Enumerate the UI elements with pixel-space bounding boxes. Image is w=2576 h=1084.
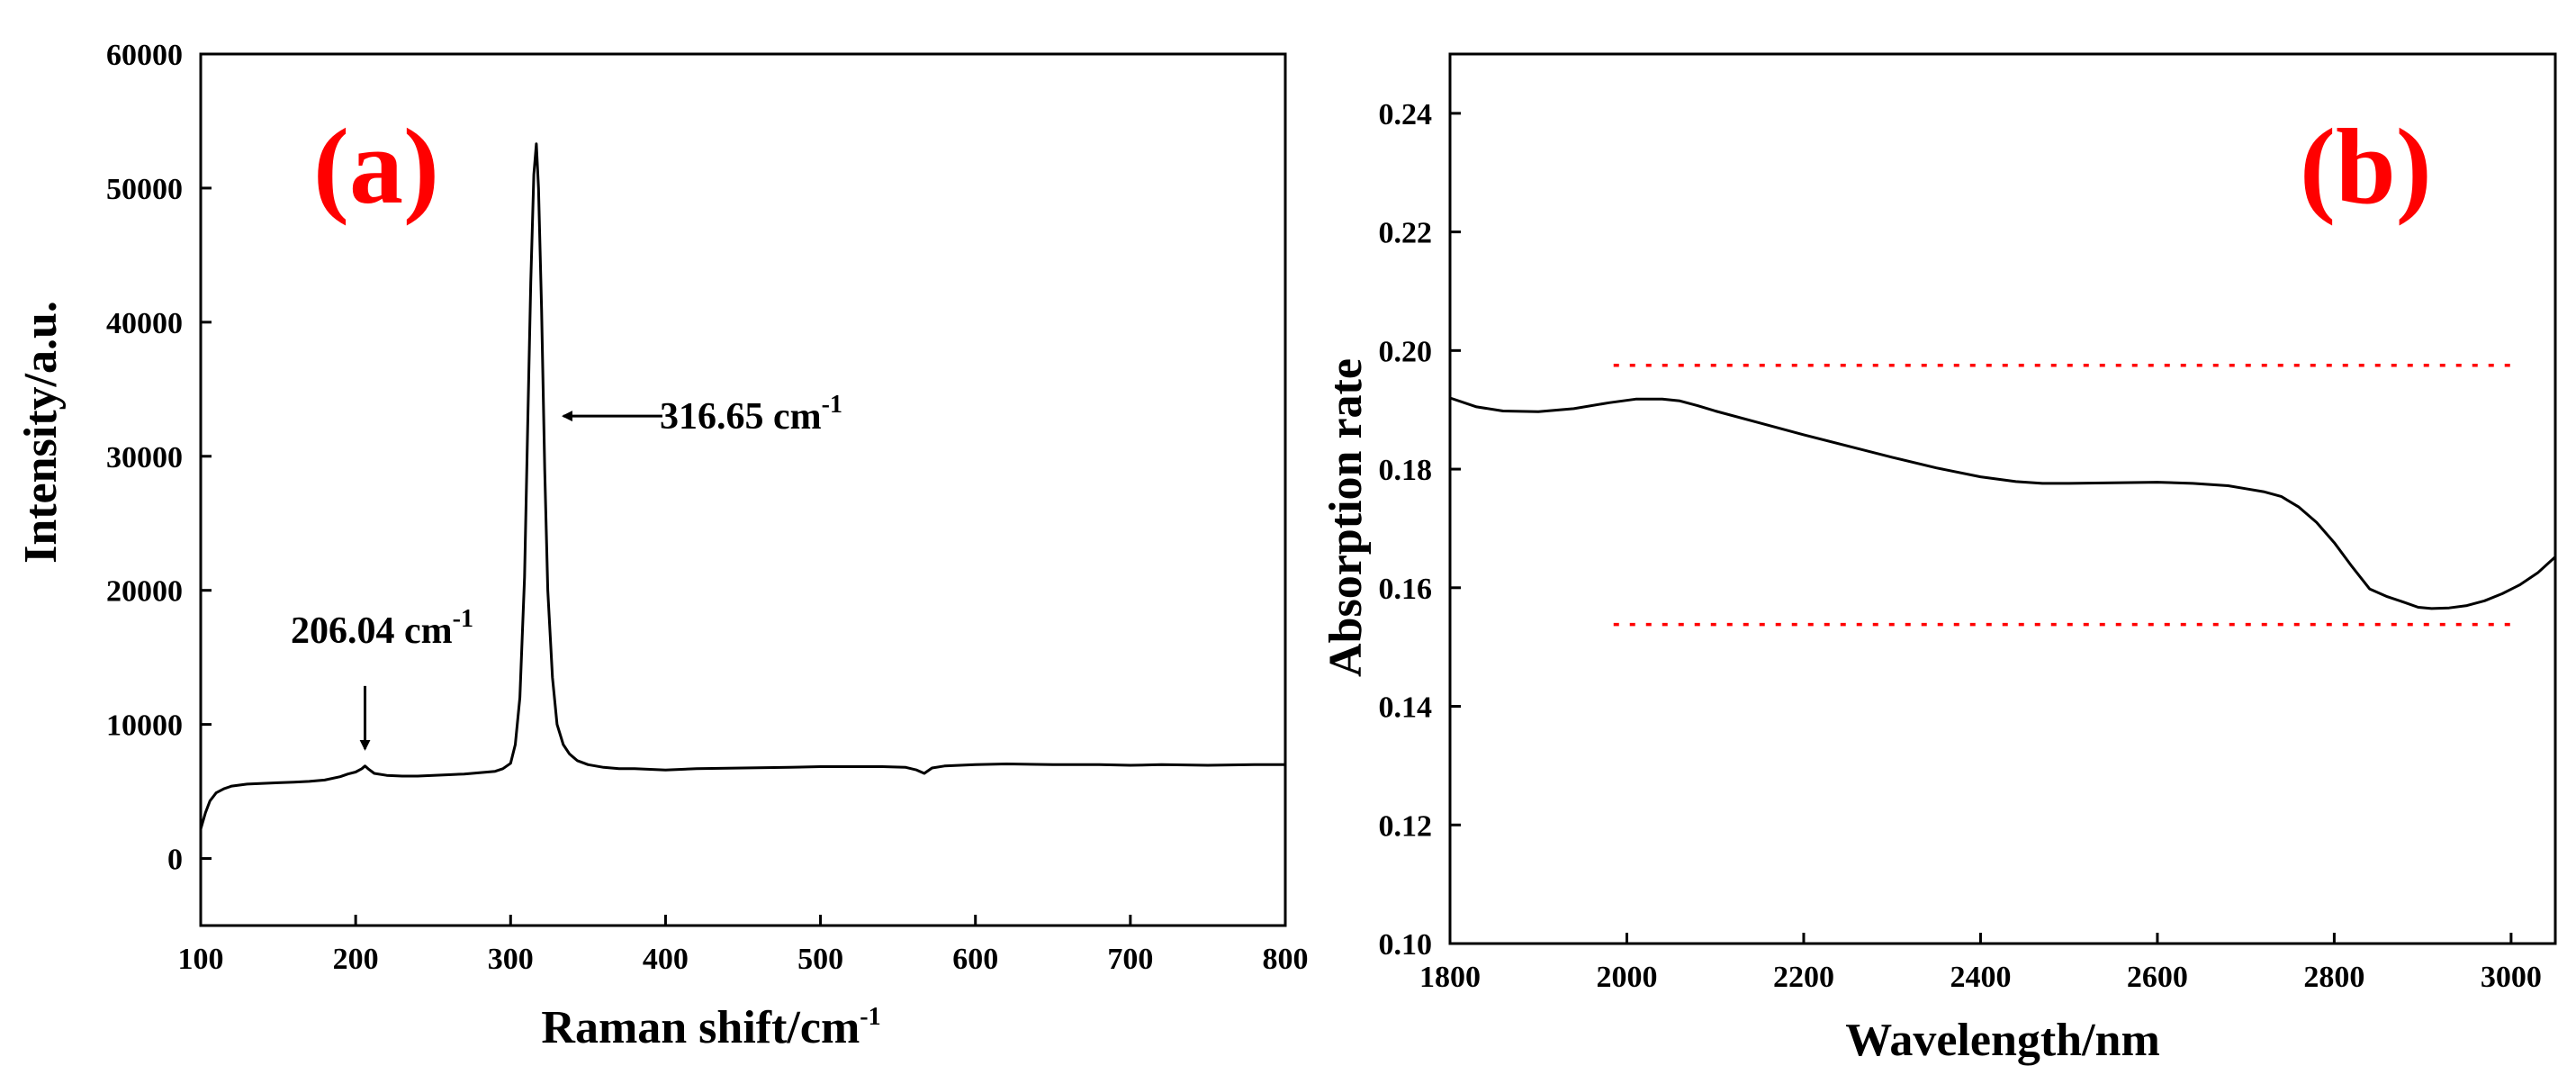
peak-316-label: 316.65 cm-1: [660, 391, 842, 438]
x-tick-label-b: 3000: [2481, 961, 2542, 994]
x-tick-label-b: 2000: [1596, 961, 1657, 994]
tick-group-b: 1800 2000 2200 2400 2600 2800 3000 0.10 0.12 0.14…: [1379, 98, 2542, 994]
y-tick-label-a: 30000: [106, 441, 183, 474]
y-tick-label-b: 0.22: [1379, 217, 1433, 250]
x-tick-label-a: 300: [488, 943, 534, 976]
x-tick-label-a: 100: [178, 943, 224, 976]
y-tick-label-a: 50000: [106, 173, 183, 206]
tick-group-a: 100 200 300 400 500 600 700 800 0 10000 20000 30000…: [106, 39, 1309, 976]
y-tick-label-a: 0: [167, 844, 183, 877]
x-tick-label-b: 2200: [1773, 961, 1834, 994]
y-tick-label-b: 0.10: [1379, 928, 1433, 962]
x-axis-title-b: Wavelength/nm: [1845, 1015, 2160, 1066]
absorption-line: [1449, 396, 2557, 610]
plot-frame-a: [199, 52, 1287, 927]
y-tick-label-b: 0.18: [1379, 454, 1433, 487]
peak-316-label-superscript: -1: [822, 391, 842, 419]
y-tick-label-a: 40000: [106, 307, 183, 340]
x-axis-title-a-text: Raman shift/cm: [541, 1002, 860, 1053]
peak-316-label-text: 316.65 cm: [660, 396, 822, 438]
panel-label-b: (b): [2300, 106, 2432, 226]
x-tick-label-a: 600: [952, 943, 998, 976]
panel-label-a: (a): [313, 106, 439, 226]
x-tick-label-b: 2600: [2127, 961, 2188, 994]
y-tick-label-b: 0.16: [1379, 573, 1433, 606]
peak-206-label-text: 206.04 cm: [291, 610, 453, 652]
peak-206-label-superscript: -1: [453, 605, 473, 633]
x-tick-label-a: 700: [1107, 943, 1153, 976]
y-tick-label-a: 60000: [106, 39, 183, 72]
x-axis-title-a-superscript: -1: [860, 1003, 880, 1031]
x-tick-label-b: 2400: [1950, 961, 2011, 994]
y-axis-title-a: Intensity/a.u.: [15, 301, 67, 564]
x-tick-label-a: 400: [643, 943, 689, 976]
y-tick-label-b: 0.20: [1379, 335, 1433, 368]
x-tick-label-b: 2800: [2303, 961, 2364, 994]
peak-206-label: 206.04 cm-1: [291, 605, 473, 652]
x-tick-label-b: 1800: [1419, 961, 1481, 994]
x-axis-title-a: Raman shift/cm-1: [541, 1002, 880, 1053]
y-tick-label-b: 0.12: [1379, 809, 1433, 843]
chart-panel-b: 1800 2000 2200 2400 2600 2800 3000 0.10 0.12 0.14…: [1320, 52, 2557, 1066]
x-tick-label-a: 500: [797, 943, 843, 976]
y-tick-label-b: 0.14: [1379, 691, 1433, 725]
y-tick-label-a: 10000: [106, 709, 183, 743]
x-tick-label-a: 200: [333, 943, 379, 976]
x-tick-label-a: 800: [1263, 943, 1309, 976]
raman-spectrum-line: [199, 142, 1285, 830]
y-axis-title-b: Absorption rate: [1320, 358, 1372, 677]
plot-frame-b: [1448, 52, 2557, 945]
chart-panel-a: 100 200 300 400 500 600 700 800 0 10000 20000 30000…: [15, 39, 1309, 1053]
reference-line-group: [1613, 364, 2511, 627]
y-tick-label-a: 20000: [106, 575, 183, 609]
y-tick-label-b: 0.24: [1379, 98, 1433, 131]
